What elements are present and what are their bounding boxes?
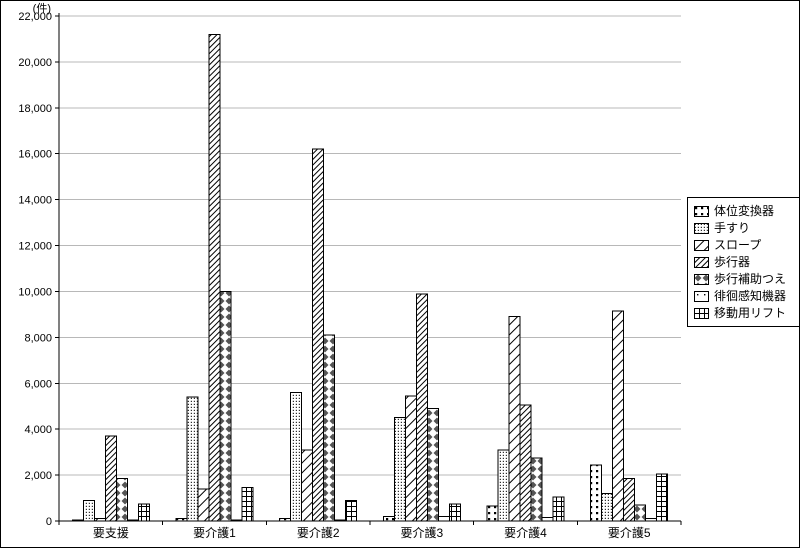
legend-label: スロープ (714, 238, 762, 252)
legend-swatch-icon (694, 239, 709, 251)
bar-手すり-要介護5 (601, 492, 614, 522)
bar-体位変換器-要介護5 (590, 464, 603, 522)
bar-歩行補助つえ-要介護5 (634, 504, 647, 522)
x-category-label: 要介護5 (608, 525, 651, 540)
y-tick-label: 12,000 (18, 241, 52, 253)
bar-歩行器-要介護2 (312, 148, 325, 522)
legend-label: 移動用リフト (714, 306, 787, 320)
bar-歩行器-要介護1 (208, 33, 221, 522)
legend-item: スロープ (694, 238, 798, 252)
bar-体位変換器-要介護3 (382, 515, 395, 522)
bar-手すり-要介護2 (290, 391, 303, 522)
bar-歩行補助つえ-要介護3 (426, 408, 439, 522)
bar-移動用リフト-要支援 (137, 503, 150, 522)
bar-歩行補助つえ-要介護1 (219, 290, 232, 522)
bar-手すり-要介護1 (186, 396, 199, 522)
bar-歩行器-要介護5 (623, 478, 636, 522)
y-axis-unit-label: (件) (33, 2, 51, 15)
bar-移動用リフト-要介護2 (345, 499, 358, 522)
bar-移動用リフト-要介護4 (552, 496, 565, 522)
y-tick-label: 14,000 (18, 195, 52, 207)
bar-移動用リフト-要介護3 (448, 503, 461, 522)
bar-移動用リフト-要介護5 (656, 473, 669, 522)
y-tick-label: 4,000 (24, 424, 52, 436)
bar-スロープ-要介護2 (301, 449, 314, 522)
bar-スロープ-要介護4 (508, 316, 521, 522)
axis-labels: 0 2,000 4,000 6,000 8,000 10,000 12,000 14,000 1… (18, 11, 650, 540)
y-tick-label: 20,000 (18, 57, 52, 69)
x-category-label: 要介護4 (504, 525, 547, 540)
legend-swatch-icon (694, 222, 709, 234)
y-tick-label: 10,000 (18, 286, 52, 298)
bar-徘徊感知機器-要介護4 (541, 517, 554, 522)
bar-手すり-要介護3 (393, 417, 406, 522)
y-tick-label: 0 (46, 516, 52, 528)
y-tick-label: 16,000 (18, 149, 52, 161)
legend-swatch-icon (694, 273, 709, 285)
chart-legend: 体位変換器手すりスロープ歩行器歩行補助つえ 徘徊感知機器 移動用リフト (687, 197, 799, 327)
legend-item: 手すり (694, 221, 798, 235)
y-tick-label: 18,000 (18, 103, 52, 115)
legend-swatch-icon (694, 256, 709, 268)
legend-item: 体位変換器 (694, 204, 798, 218)
legend-swatch-icon (694, 290, 709, 302)
bar-スロープ-要介護5 (612, 310, 625, 522)
bar-手すり-要支援 (82, 499, 95, 522)
bar-歩行器-要介護4 (519, 404, 532, 522)
x-category-label: 要支援 (93, 526, 129, 540)
bar-体位変換器-要介護4 (486, 505, 499, 522)
legend-label: 体位変換器 (714, 204, 775, 218)
bar-歩行器-要支援 (104, 435, 117, 522)
y-tick-label: 8,000 (24, 332, 52, 344)
gridlines (59, 15, 681, 476)
legend-label: 手すり (714, 221, 751, 235)
legend-label: 歩行器 (714, 255, 751, 269)
bar-スロープ-要介護1 (197, 488, 210, 522)
bar-歩行補助つえ-要支援 (115, 478, 128, 522)
bar-移動用リフト-要介護1 (241, 487, 254, 522)
legend-label: 徘徊感知機器 (714, 289, 787, 303)
bars (71, 33, 669, 522)
legend-item: 移動用リフト (694, 306, 798, 320)
legend-label: 歩行補助つえ (714, 272, 787, 286)
bar-スロープ-要介護3 (404, 395, 417, 522)
legend-item: 徘徊感知機器 (694, 289, 798, 303)
x-category-label: 要介護2 (297, 525, 340, 540)
x-category-label: 要介護1 (193, 525, 236, 540)
y-tick-label: 22,000 (18, 11, 52, 23)
legend-swatch-icon (694, 307, 709, 319)
axes (55, 13, 682, 525)
legend-swatch-icon (694, 205, 709, 217)
legend-item: 歩行補助つえ (694, 272, 798, 286)
legend-item: 歩行器 (694, 255, 798, 269)
bar-手すり-要介護4 (497, 449, 510, 522)
bar-徘徊感知機器-要介護3 (437, 515, 450, 522)
x-category-label: 要介護3 (400, 525, 443, 540)
bar-歩行補助つえ-要介護2 (323, 334, 336, 522)
y-tick-label: 2,000 (24, 470, 52, 482)
y-tick-label: 6,000 (24, 378, 52, 390)
bar-歩行器-要介護3 (415, 293, 428, 522)
bar-歩行補助つえ-要介護4 (530, 457, 543, 522)
